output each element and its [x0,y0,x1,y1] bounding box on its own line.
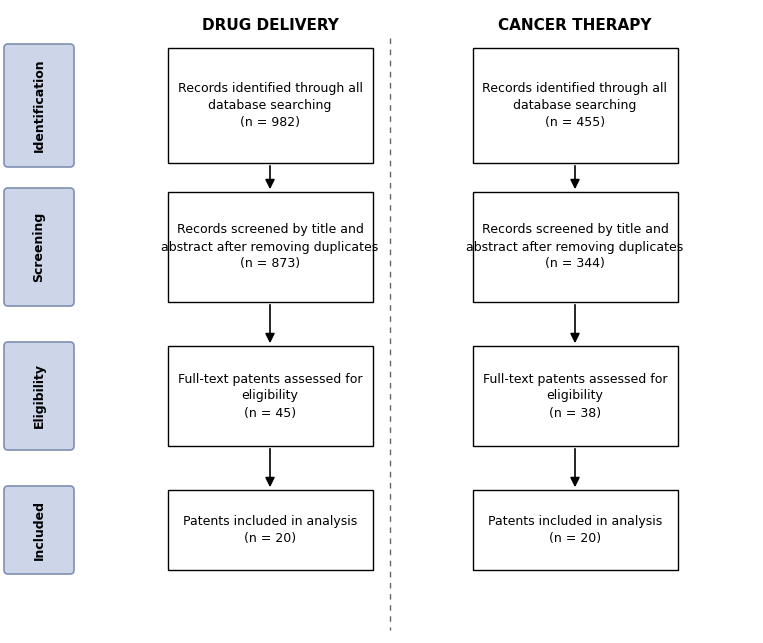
Text: Identification: Identification [33,59,46,152]
Text: CANCER THERAPY: CANCER THERAPY [498,18,652,33]
Text: Patents included in analysis
(n = 20): Patents included in analysis (n = 20) [488,515,662,545]
FancyBboxPatch shape [472,346,678,446]
Text: Eligibility: Eligibility [33,363,46,428]
FancyBboxPatch shape [168,490,372,570]
Text: Patents included in analysis
(n = 20): Patents included in analysis (n = 20) [183,515,357,545]
FancyBboxPatch shape [168,346,372,446]
FancyBboxPatch shape [4,188,74,306]
Text: Records screened by title and
abstract after removing duplicates
(n = 344): Records screened by title and abstract a… [466,224,684,271]
FancyBboxPatch shape [4,486,74,574]
FancyBboxPatch shape [472,48,678,163]
FancyBboxPatch shape [4,44,74,167]
Text: Records identified through all
database searching
(n = 455): Records identified through all database … [482,82,668,129]
FancyBboxPatch shape [168,192,372,302]
FancyBboxPatch shape [472,192,678,302]
Text: Screening: Screening [33,212,46,282]
FancyBboxPatch shape [472,490,678,570]
Text: Included: Included [33,500,46,560]
FancyBboxPatch shape [4,342,74,450]
Text: Records screened by title and
abstract after removing duplicates
(n = 873): Records screened by title and abstract a… [162,224,378,271]
Text: Full-text patents assessed for
eligibility
(n = 45): Full-text patents assessed for eligibili… [178,372,362,419]
FancyBboxPatch shape [168,48,372,163]
Text: Records identified through all
database searching
(n = 982): Records identified through all database … [178,82,362,129]
Text: Full-text patents assessed for
eligibility
(n = 38): Full-text patents assessed for eligibili… [483,372,668,419]
Text: DRUG DELIVERY: DRUG DELIVERY [201,18,339,33]
